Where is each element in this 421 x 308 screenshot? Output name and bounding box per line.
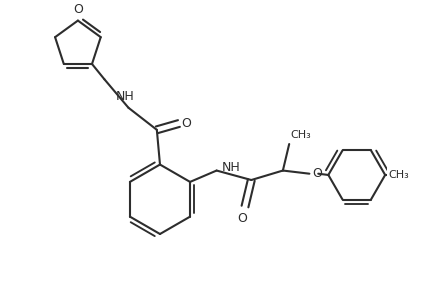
Text: O: O xyxy=(73,2,83,15)
Text: O: O xyxy=(312,167,322,180)
Text: CH₃: CH₃ xyxy=(290,130,311,140)
Text: NH: NH xyxy=(116,90,135,103)
Text: CH₃: CH₃ xyxy=(388,170,409,180)
Text: NH: NH xyxy=(221,161,240,174)
Text: O: O xyxy=(237,212,247,225)
Text: O: O xyxy=(181,117,191,130)
